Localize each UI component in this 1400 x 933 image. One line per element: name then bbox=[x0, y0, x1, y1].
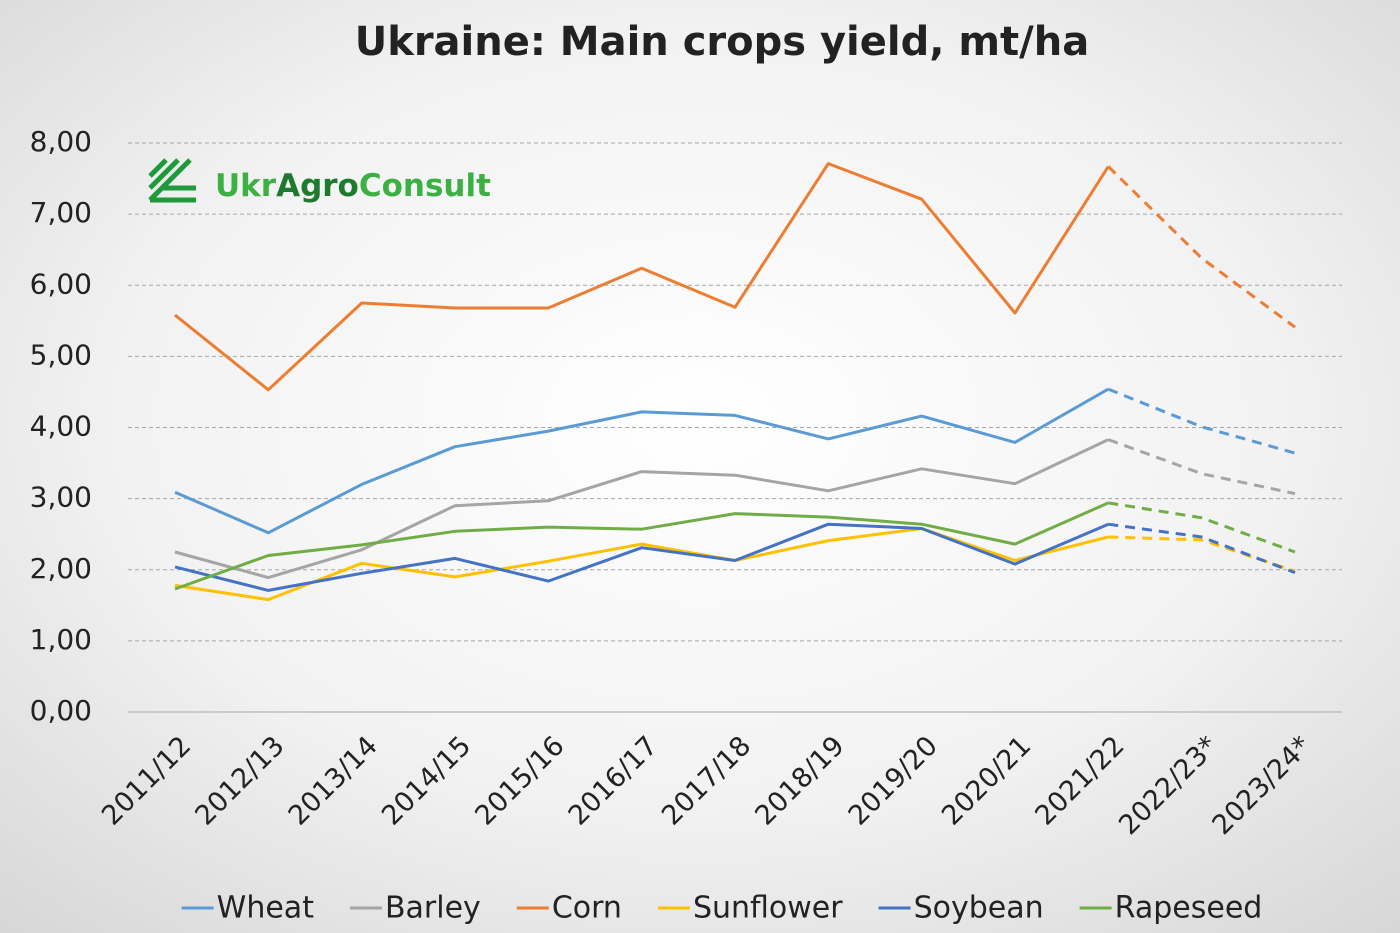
logo-text: UkrAgroConsult bbox=[215, 168, 491, 204]
y-tick-label: 5,00 bbox=[30, 338, 92, 371]
forecast-line bbox=[1108, 522, 1296, 575]
logo: UkrAgroConsult bbox=[148, 158, 491, 204]
logo-icon bbox=[148, 158, 196, 203]
forecast-line bbox=[1107, 165, 1296, 329]
y-tick-label: 7,00 bbox=[30, 196, 92, 229]
legend-label: Rapeseed bbox=[1115, 891, 1263, 926]
y-tick-label: 0,00 bbox=[30, 694, 92, 727]
legend-label: Corn bbox=[552, 891, 622, 926]
series-line bbox=[174, 501, 1109, 591]
y-tick-label: 2,00 bbox=[30, 552, 92, 585]
legend-label: Barley bbox=[385, 891, 481, 926]
series-line bbox=[174, 162, 1110, 392]
legend-label: Wheat bbox=[217, 891, 315, 926]
logo-part: Agro bbox=[276, 168, 359, 204]
y-tick-label: 3,00 bbox=[30, 481, 92, 514]
legend: Wheat Barley Corn Sunflower Soybean Rapeseed bbox=[181, 891, 1263, 926]
chart-title: Ukraine: Main crops yield, mt/ha bbox=[355, 19, 1090, 65]
logo-part: Consult bbox=[359, 168, 491, 204]
series-line bbox=[174, 387, 1110, 535]
series-line bbox=[174, 522, 1109, 592]
series-line bbox=[174, 438, 1109, 580]
y-tick-label: 4,00 bbox=[30, 410, 92, 443]
logo-part: Ukr bbox=[215, 168, 277, 204]
y-tick-label: 8,00 bbox=[30, 125, 92, 158]
y-tick-label: 1,00 bbox=[30, 623, 92, 656]
y-tick-label: 6,00 bbox=[30, 267, 92, 300]
legend-label: Soybean bbox=[914, 891, 1044, 926]
legend-label: Sunflower bbox=[693, 891, 843, 926]
forecast-line bbox=[1108, 501, 1296, 554]
